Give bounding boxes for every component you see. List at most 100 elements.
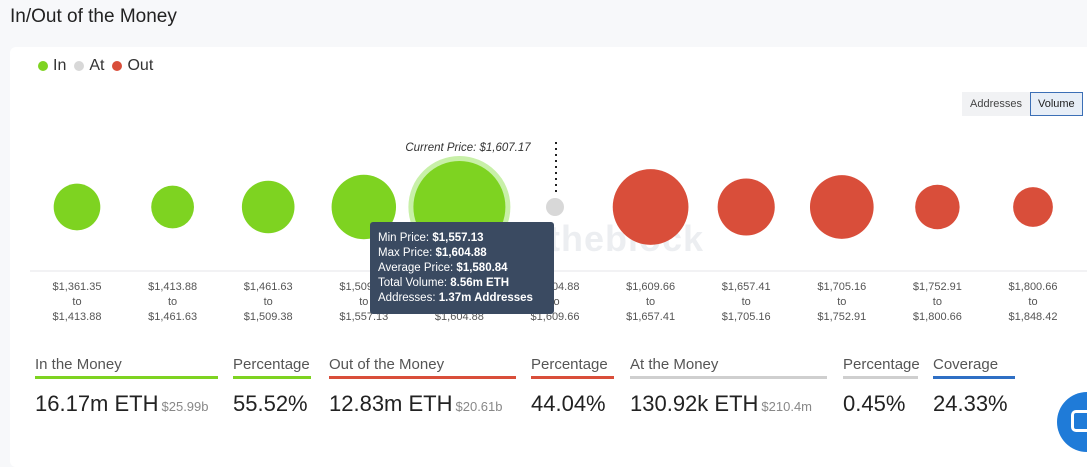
range-label-low: $1,461.63 [243, 281, 293, 293]
range-label-low: $1,800.66 [1008, 281, 1058, 293]
stat-in-the-money: In the Money 16.17m ETH $25.99b [35, 355, 218, 417]
range-label-to: to [1028, 296, 1038, 308]
range-label-to: to [741, 296, 751, 308]
legend-label-in: In [53, 57, 67, 74]
bubble-in[interactable] [241, 180, 295, 234]
legend: In At Out [38, 57, 161, 75]
tooltip-min-label: Min Price: [378, 232, 430, 244]
bubble-out[interactable] [809, 175, 874, 239]
tooltip: Min Price: $1,557.13 Max Price: $1,604.8… [370, 222, 554, 314]
range-label: $1,752.91 to $1,800.66 [892, 280, 982, 325]
stat-main: 16.17m ETH [35, 391, 159, 416]
range-label-low: $1,361.35 [52, 281, 102, 293]
range-label-to: to [359, 296, 369, 308]
legend-dot-in [38, 61, 48, 71]
stat-label: Coverage [933, 355, 1015, 379]
tooltip-vol-row: Total Volume: 8.56m ETH [378, 276, 554, 291]
legend-dot-out [112, 61, 123, 71]
range-label-high: $1,604.88 [434, 311, 484, 323]
range-label-high: $1,461.63 [148, 311, 198, 323]
legend-item-out[interactable]: Out [112, 57, 153, 75]
tooltip-vol-value: 8.56m ETH [450, 277, 510, 289]
bubble-out[interactable] [612, 169, 689, 245]
stat-value: 55.52% [233, 391, 308, 416]
chat-icon [1071, 410, 1087, 432]
stat-in-percentage: Percentage 55.52% [233, 355, 311, 417]
stat-value: 130.92k ETH $210.4m [630, 391, 827, 417]
stat-value: 16.17m ETH $25.99b [35, 391, 218, 417]
bubble-at[interactable] [546, 198, 564, 216]
bubble-out[interactable] [717, 178, 775, 236]
tooltip-min-value: $1,557.13 [432, 232, 484, 244]
range-label-to: to [932, 296, 942, 308]
stat-value: 0.45% [843, 391, 906, 416]
stat-coverage: Coverage 24.33% [933, 355, 1015, 417]
stat-sub: $20.61b [455, 399, 503, 414]
range-label-low: $1,413.88 [148, 281, 198, 293]
volume-toggle-button[interactable]: Volume [1029, 92, 1083, 116]
range-label-low: $1,609.66 [626, 281, 676, 293]
range-label-high: $1,509.38 [243, 311, 293, 323]
tooltip-vol-label: Total Volume: [378, 277, 448, 289]
range-label: $1,361.35 to $1,413.88 [32, 280, 122, 325]
stat-main: 130.92k ETH [630, 391, 759, 416]
range-label-low: $1,705.16 [817, 281, 867, 293]
range-label: $1,705.16 to $1,752.91 [797, 280, 887, 325]
stat-label: In the Money [35, 355, 218, 379]
stat-out-of-the-money: Out of the Money 12.83m ETH $20.61b [329, 355, 516, 417]
range-label-to: to [72, 296, 82, 308]
legend-item-in[interactable]: In [38, 57, 66, 75]
range-label-to: to [168, 296, 178, 308]
range-label-high: $1,848.42 [1008, 311, 1058, 323]
legend-label-at: At [89, 57, 105, 74]
bubble-in[interactable] [53, 183, 101, 231]
range-label-high: $1,752.91 [817, 311, 867, 323]
tooltip-max-value: $1,604.88 [435, 247, 487, 259]
tooltip-addr-value: 1.37m Addresses [438, 292, 533, 304]
tooltip-max-row: Max Price: $1,604.88 [378, 246, 554, 261]
stat-value: 12.83m ETH $20.61b [329, 391, 516, 417]
range-label-to: to [646, 296, 656, 308]
stat-value: 44.04% [531, 391, 606, 416]
stat-value: 24.33% [933, 391, 1008, 416]
range-label-high: $1,609.66 [530, 311, 580, 323]
range-label-high: $1,413.88 [52, 311, 102, 323]
range-label-low: $1,657.41 [721, 281, 771, 293]
stat-at-the-money: At the Money 130.92k ETH $210.4m [630, 355, 827, 417]
stat-main: 12.83m ETH [329, 391, 453, 416]
stat-sub: $210.4m [761, 399, 812, 414]
legend-label-out: Out [127, 57, 154, 74]
current-price-label: Current Price: $1,607.17 [405, 142, 531, 154]
legend-item-at[interactable]: At [74, 57, 104, 75]
range-label: $1,461.63 to $1,509.38 [223, 280, 313, 325]
range-label-high: $1,657.41 [626, 311, 676, 323]
stat-label: Percentage [531, 355, 614, 379]
tooltip-addr-row: Addresses: 1.37m Addresses [378, 291, 554, 306]
stat-label: Percentage [843, 355, 920, 379]
range-label-to: to [837, 296, 847, 308]
range-label: $1,800.66 to $1,848.42 [988, 280, 1078, 325]
range-label-to: to [263, 296, 273, 308]
bubble-out[interactable] [915, 184, 960, 230]
stat-label: Out of the Money [329, 355, 516, 379]
tooltip-min-row: Min Price: $1,557.13 [378, 231, 554, 246]
stat-label: At the Money [630, 355, 827, 379]
view-toggle: Addresses Volume [962, 92, 1083, 116]
bubble-out[interactable] [1013, 187, 1053, 227]
tooltip-avg-row: Average Price: $1,580.84 [378, 261, 554, 276]
stat-at-percentage: Percentage 0.45% [843, 355, 920, 417]
tooltip-avg-label: Average Price: [378, 262, 454, 274]
stat-sub: $25.99b [161, 399, 209, 414]
stat-label: Percentage [233, 355, 311, 379]
tooltip-avg-value: $1,580.84 [456, 262, 508, 274]
range-label: $1,657.41 to $1,705.16 [701, 280, 791, 325]
page-title: In/Out of the Money [10, 6, 177, 27]
legend-dot-at [74, 61, 85, 71]
range-label-high: $1,557.13 [339, 311, 389, 323]
addresses-toggle-button[interactable]: Addresses [962, 92, 1030, 116]
range-label-high: $1,705.16 [721, 311, 771, 323]
bubble-in[interactable] [151, 185, 194, 229]
stat-out-percentage: Percentage 44.04% [531, 355, 614, 417]
tooltip-addr-label: Addresses: [378, 292, 436, 304]
tooltip-max-label: Max Price: [378, 247, 433, 259]
